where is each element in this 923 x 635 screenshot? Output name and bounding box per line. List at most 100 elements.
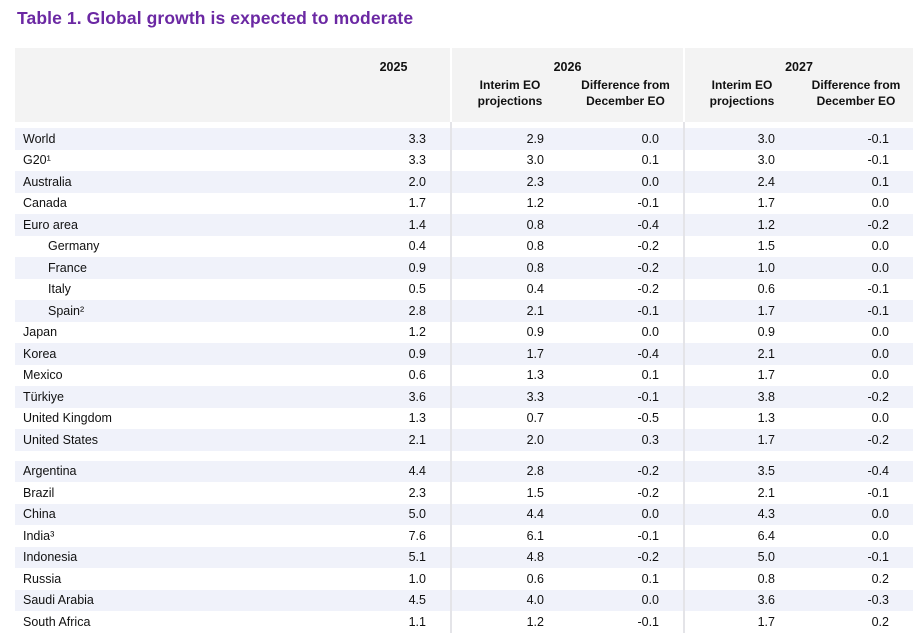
country-label: Euro area xyxy=(15,214,337,236)
value-cell: 3.6 xyxy=(683,589,799,611)
table-row: India³ 7.6 6.1 -0.1 6.4 0.0 xyxy=(15,525,913,547)
value-cell: -0.1 xyxy=(568,300,684,322)
value-cell: 0.0 xyxy=(799,503,913,525)
gap-cell xyxy=(15,122,337,128)
col-header-2027: 2027 xyxy=(683,48,913,75)
value-cell: 1.3 xyxy=(683,407,799,429)
value-cell: 0.9 xyxy=(450,321,568,343)
value-cell: -0.1 xyxy=(867,153,889,168)
header-2025-spacer xyxy=(337,75,451,122)
value-cell: -0.1 xyxy=(799,546,913,568)
value-cell: 0.4 xyxy=(450,278,568,300)
table-row: World 3.3 2.9 0.0 3.0 -0.1 xyxy=(15,128,913,150)
value-cell: 3.0 xyxy=(683,128,799,150)
country-label: Japan xyxy=(23,325,58,340)
value-cell: 4.4 xyxy=(450,503,568,525)
gap-cell xyxy=(15,450,337,461)
value-cell: 1.3 xyxy=(450,364,568,386)
value-cell: 1.0 xyxy=(408,571,426,586)
value-cell: -0.2 xyxy=(637,239,659,254)
table-row: Canada 1.7 1.2 -0.1 1.7 0.0 xyxy=(15,192,913,214)
value-cell: 0.7 xyxy=(450,407,568,429)
value-cell: -0.2 xyxy=(568,460,684,482)
table-header: 2025 2026 2027 Interim EO projections Di… xyxy=(15,48,913,122)
table-row: Türkiye 3.6 3.3 -0.1 3.8 -0.2 xyxy=(15,386,913,408)
country-label: United States xyxy=(15,429,337,451)
value-cell: 0.9 xyxy=(337,343,451,365)
table-row: Germany 0.4 0.8 -0.2 1.5 0.0 xyxy=(15,235,913,257)
value-cell: 0.9 xyxy=(337,257,451,279)
value-cell: 0.0 xyxy=(568,128,684,150)
gap-cell xyxy=(450,450,568,461)
col-header-2026-difference: Difference from December EO xyxy=(568,75,684,122)
value-cell: -0.3 xyxy=(799,589,913,611)
value-cell: 0.2 xyxy=(871,571,889,586)
gap-cell xyxy=(568,122,684,128)
value-cell: 2.8 xyxy=(337,300,451,322)
value-cell: -0.4 xyxy=(568,214,684,236)
value-cell: 2.0 xyxy=(337,171,451,193)
value-cell: 1.7 xyxy=(683,192,799,214)
value-cell: 3.8 xyxy=(683,386,799,408)
country-label: Brazil xyxy=(23,485,55,500)
value-cell: 0.9 xyxy=(683,321,799,343)
value-cell: 0.0 xyxy=(799,257,913,279)
table-row: Australia 2.0 2.3 0.0 2.4 0.1 xyxy=(15,171,913,193)
country-label: Korea xyxy=(15,343,337,365)
value-cell: -0.1 xyxy=(799,128,913,150)
value-cell: 0.0 xyxy=(799,343,913,365)
value-cell: 0.6 xyxy=(683,278,799,300)
country-label: G20¹ xyxy=(23,153,51,168)
value-cell: 2.1 xyxy=(337,429,451,451)
table-row: South Africa 1.1 1.2 -0.1 1.7 0.2 xyxy=(15,611,913,633)
value-cell: 0.0 xyxy=(871,411,889,426)
value-cell: 5.0 xyxy=(337,503,451,525)
value-cell: 2.4 xyxy=(683,171,799,193)
table-row: Japan 1.2 0.9 0.0 0.9 0.0 xyxy=(15,321,913,343)
value-cell: 4.3 xyxy=(683,503,799,525)
header-label-spacer xyxy=(15,48,337,75)
table-row: Argentina 4.4 2.8 -0.2 3.5 -0.4 xyxy=(15,460,913,482)
value-cell: 0.3 xyxy=(568,429,684,451)
value-cell: 0.8 xyxy=(450,214,568,236)
value-cell: -0.2 xyxy=(799,386,913,408)
value-cell: 3.3 xyxy=(337,128,451,150)
table-row: United States 2.1 2.0 0.3 1.7 -0.2 xyxy=(15,429,913,451)
col-header-2025: 2025 xyxy=(337,48,451,75)
gap-cell xyxy=(337,450,451,461)
value-cell: 0.0 xyxy=(871,239,889,254)
global-growth-table: 2025 2026 2027 Interim EO projections Di… xyxy=(15,48,913,633)
value-cell: 3.3 xyxy=(408,153,426,168)
table-body: World 3.3 2.9 0.0 3.0 -0.1 G20¹ 3.3 3.0 0.1 3.0 -0.… xyxy=(15,122,913,633)
value-cell: 1.5 xyxy=(683,235,799,257)
section-gap xyxy=(15,122,913,128)
gap-cell xyxy=(568,450,684,461)
value-cell: 0.0 xyxy=(871,528,889,543)
value-cell: 1.2 xyxy=(450,192,568,214)
table-row: Indonesia 5.1 4.8 -0.2 5.0 -0.1 xyxy=(15,546,913,568)
value-cell: -0.1 xyxy=(637,614,659,629)
value-cell: 3.5 xyxy=(683,460,799,482)
value-cell: 2.1 xyxy=(683,482,799,504)
value-cell: 0.5 xyxy=(408,282,426,297)
value-cell: 6.4 xyxy=(683,525,799,547)
value-cell: 2.9 xyxy=(450,128,568,150)
country-label: Australia xyxy=(15,171,337,193)
value-cell: 6.1 xyxy=(450,525,568,547)
value-cell: 1.0 xyxy=(683,257,799,279)
country-label: Italy xyxy=(48,282,71,297)
col-header-2026-interim: Interim EO projections xyxy=(450,75,568,122)
table-row: United Kingdom 1.3 0.7 -0.5 1.3 0.0 xyxy=(15,407,913,429)
value-cell: 4.5 xyxy=(337,589,451,611)
value-cell: 0.0 xyxy=(871,196,889,211)
value-cell: 7.6 xyxy=(408,528,426,543)
country-label: Mexico xyxy=(23,368,63,383)
country-label: Indonesia xyxy=(15,546,337,568)
value-cell: 0.0 xyxy=(568,171,684,193)
value-cell: 0.0 xyxy=(568,589,684,611)
gap-cell xyxy=(683,450,799,461)
value-cell: 1.2 xyxy=(408,325,426,340)
value-cell: 1.7 xyxy=(683,611,799,633)
gap-cell xyxy=(337,122,451,128)
value-cell: 2.1 xyxy=(450,300,568,322)
